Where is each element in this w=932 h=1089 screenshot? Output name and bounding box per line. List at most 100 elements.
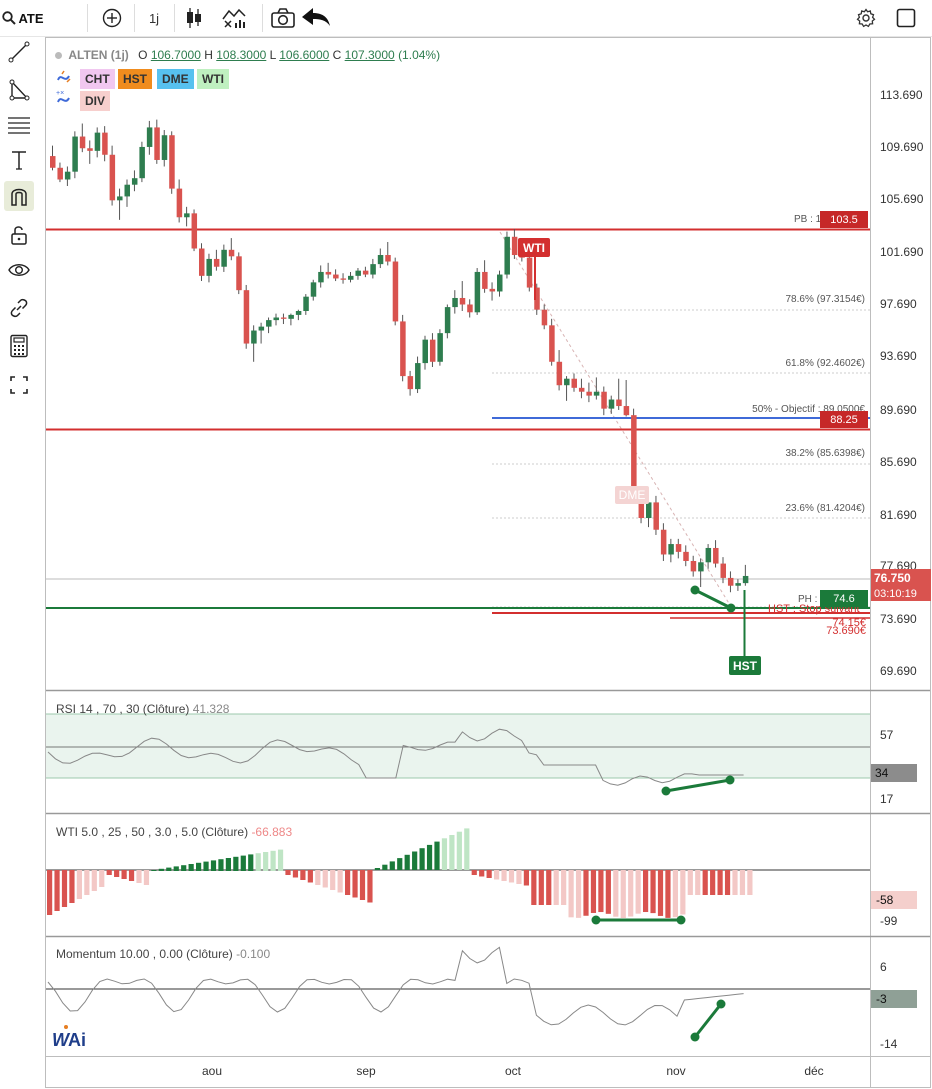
wti-bar [114,870,120,877]
pb-value: 103.5 [830,214,858,226]
text-tool[interactable] [4,145,34,175]
lock-tool[interactable] [4,220,34,250]
candle-body [601,391,607,409]
candle-body [437,333,443,362]
candle-body [124,184,130,197]
wti-bar [345,870,351,895]
candle-body [660,529,667,555]
wti-bar [538,870,544,905]
link-icon [10,298,28,318]
screenshot-button[interactable] [268,0,298,36]
interval-button[interactable]: 1j [148,10,160,26]
candle-body [228,249,235,257]
candle-body [303,296,309,312]
candle-body [668,544,674,555]
wti-bar [225,858,231,871]
dme-signal-badge[interactable] [615,486,649,504]
wti-signal-badge[interactable] [518,238,550,257]
trendline-tool[interactable] [4,37,34,67]
candle-body [504,236,510,275]
last-price-badge [871,569,931,601]
chart-type-button[interactable] [180,0,208,36]
candle-body [184,213,190,218]
symbol-search[interactable]: ATE [2,0,44,36]
link-tool[interactable] [4,293,34,323]
candle-body [109,154,116,201]
candle-body [169,135,175,189]
toolbar-divider [87,4,88,32]
price-label: 73.690 [880,612,917,626]
indicator-badge-wti[interactable]: WTI [197,69,229,89]
candle-body [377,255,384,265]
indicator-badge-dme[interactable]: DME [157,69,194,89]
rsi-axis-label: 57 [880,728,894,742]
undo-button[interactable] [300,0,332,36]
hst-signal-badge[interactable] [729,656,761,675]
wti-bar [710,870,716,895]
candle-body [400,321,406,377]
open-value: 106.7000 [150,48,201,62]
wti-bar [657,870,664,916]
wti-bar [501,870,507,881]
candle-body [318,271,324,283]
momentum-params: Momentum 10.00 , 0.00 (Clôture) [56,947,233,961]
wti-signal-label: WTI [523,241,545,255]
indicator-badge-hst[interactable]: HST [118,69,152,89]
o-label: O [138,48,148,62]
rsi-div-point [725,775,735,785]
candle-body [742,575,749,584]
fit-screen-tool[interactable] [4,370,34,400]
candle-body [64,171,71,180]
visibility-tool[interactable] [4,255,34,285]
indicators-button[interactable] [218,0,250,36]
price-label: 85.690 [880,455,917,469]
fib382-label: 38.2% (85.6398€) [785,448,865,459]
wti-bar [590,870,597,913]
candle-body [146,127,153,147]
mom-axis-label: -14 [880,1037,898,1051]
magnet-tool[interactable] [4,181,34,211]
mom-badge-value: -3 [876,992,887,1006]
candle-body [646,502,652,519]
candle-body [161,135,168,160]
mom-axis-label: 6 [880,960,887,974]
wti-bar [47,870,53,915]
svg-text:+×: +× [56,90,64,97]
wti-bar [106,870,112,875]
wti-bar [426,844,433,870]
wti-bar [516,870,522,884]
fibonacci-tool[interactable] [4,110,34,140]
pattern-tool[interactable] [4,75,34,105]
wti-bar [367,870,373,903]
wti-bar [196,862,202,871]
candle-body [392,261,399,322]
time-label: déc [804,1064,823,1078]
indicators-icon [222,8,246,28]
wti-bar [479,870,485,877]
wti-bar [382,864,388,870]
momentum-line [47,946,744,1026]
wti-bar [583,870,589,916]
calculator-tool[interactable] [4,331,34,361]
high-value: 108.3000 [216,48,267,62]
price-label: 101.690 [880,245,924,259]
wti-bar [143,870,150,885]
add-indicator-button[interactable] [98,0,126,36]
wti-bar [128,870,135,881]
momentum-current: -0.100 [236,947,271,961]
wti-bar [643,870,649,913]
candle-body [489,288,496,292]
wti-badge-value: -58 [876,893,894,907]
fullscreen-button[interactable] [892,0,920,36]
support-badge [820,411,868,428]
indicator-badge-div[interactable]: DIV [80,91,111,111]
indicator-badge-cht[interactable]: CHT [80,69,115,89]
price-label: 109.690 [880,140,924,154]
indicator-icons: +× [56,70,71,103]
settings-button[interactable] [852,0,880,36]
wti-bar [240,855,246,871]
candle-body [586,391,592,396]
undo-arrow-icon [302,8,330,26]
symbol-name: ALTEN (1j) [68,48,129,62]
